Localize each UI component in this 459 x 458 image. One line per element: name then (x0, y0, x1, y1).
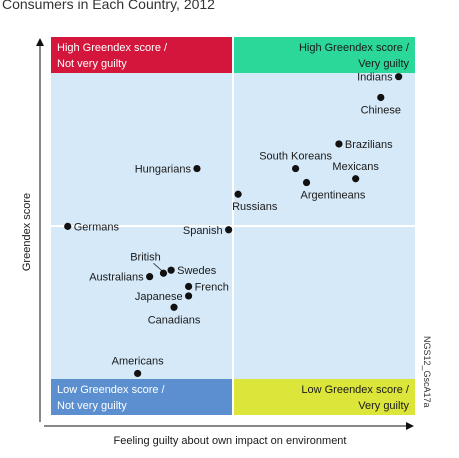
point-americans: Americans (112, 355, 164, 378)
chart-title: Consumers in Each Country, 2012 (2, 0, 215, 12)
quadrant-fill (234, 37, 415, 73)
quadrant-label-line1: Low Greendex score / (57, 384, 166, 396)
data-point (167, 266, 175, 274)
data-point (377, 93, 385, 102)
point-british: British (130, 251, 168, 277)
quadrant-box-bottom-right: Low Greendex score / Very guilty (234, 379, 415, 415)
data-point (234, 190, 242, 198)
point-label: British (130, 251, 161, 263)
point-russians: Russians (232, 190, 278, 213)
data-point (159, 269, 168, 277)
quadrant-label-line2: Very guilty (358, 58, 409, 70)
point-argentineans: Argentineans (301, 178, 366, 202)
point-label: Argentineans (301, 190, 366, 202)
point-brazilians: Brazilians (335, 139, 393, 151)
point-hungarians: Hungarians (135, 164, 201, 176)
point-label: Mexicans (332, 161, 379, 173)
data-point (352, 175, 360, 183)
point-japanese: Japanese (135, 291, 193, 303)
point-label: Australians (89, 272, 144, 284)
point-label: Americans (112, 355, 164, 367)
data-point (134, 369, 142, 378)
point-label: Indians (357, 72, 393, 84)
point-label: Russians (232, 201, 278, 213)
data-point (395, 73, 403, 81)
x-axis-label: Feeling guilty about own impact on envir… (114, 435, 347, 447)
point-indians: Indians (357, 72, 403, 84)
point-spanish: Spanish (183, 225, 233, 237)
quadrant-fill (234, 379, 415, 415)
point-mexicans: Mexicans (332, 161, 379, 183)
data-point (302, 178, 311, 187)
point-label: French (195, 281, 229, 293)
point-label: Brazilians (345, 139, 393, 151)
data-point (292, 164, 300, 173)
point-label: Swedes (177, 265, 217, 277)
data-point (225, 226, 233, 234)
data-point (335, 140, 343, 148)
quadrant-label-line1: High Greendex score / (57, 42, 168, 54)
quadrant-box-top-left: High Greendex score / Not very guilty (51, 37, 232, 73)
point-label: Germans (74, 221, 120, 233)
quadrant-label-line1: High Greendex score / (299, 42, 410, 54)
quadrant-fill (51, 379, 232, 415)
data-point (170, 303, 178, 311)
point-germans: Germans (64, 221, 119, 233)
quadrant-label-line2: Not very guilty (57, 58, 127, 70)
data-point (184, 282, 193, 291)
point-chinese: Chinese (361, 93, 401, 116)
quadrant-label-line2: Not very guilty (57, 400, 127, 412)
leader-line (153, 262, 163, 272)
quadrant-box-bottom-left: Low Greendex score / Not very guilty (51, 379, 232, 415)
point-swedes: Swedes (167, 265, 217, 277)
y-axis-label: Greendex score (21, 193, 33, 271)
data-point (193, 164, 201, 173)
point-south koreans: South Koreans (259, 151, 332, 173)
point-canadians: Canadians (148, 303, 201, 326)
quadrant-fill (51, 37, 232, 73)
point-australians: Australians (89, 272, 154, 284)
point-label: South Koreans (259, 151, 332, 163)
quadrant-box-top-right: High Greendex score / Very guilty (234, 37, 415, 73)
point-french: French (184, 281, 229, 293)
point-label: Chinese (361, 104, 401, 116)
data-point (146, 273, 154, 281)
quadrant-label-line1: Low Greendex score / (301, 384, 410, 396)
point-label: Japanese (135, 291, 183, 303)
point-label: Spanish (183, 225, 223, 237)
data-point (184, 292, 193, 300)
point-label: Canadians (148, 314, 201, 326)
quadrant-label-line2: Very guilty (358, 400, 409, 412)
point-label: Hungarians (135, 164, 192, 176)
data-point (64, 222, 72, 230)
figure-code: NGS12_GscA17a (422, 336, 432, 408)
